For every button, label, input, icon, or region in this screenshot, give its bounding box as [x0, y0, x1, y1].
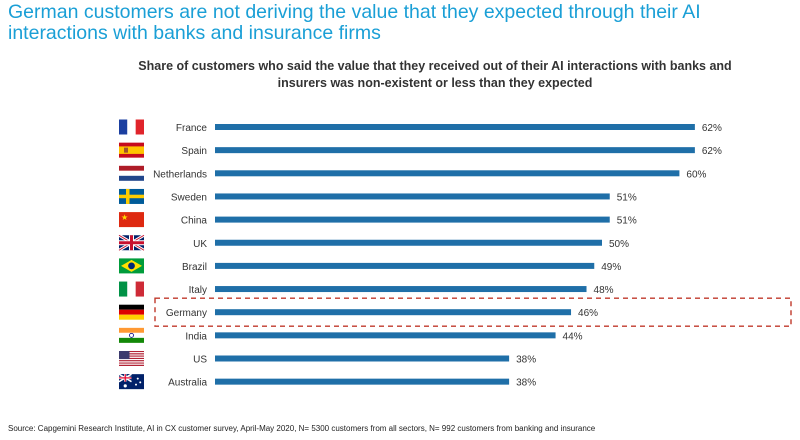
category-label-china: China [181, 216, 208, 227]
category-label-sweden: Sweden [171, 192, 207, 203]
bar-italy [215, 286, 587, 293]
bar-france [215, 124, 695, 130]
category-label-france: France [176, 123, 208, 134]
value-label-uk: 50% [609, 239, 629, 250]
bar-india [215, 332, 556, 339]
value-label-brazil: 49% [601, 262, 621, 273]
category-label-us: US [193, 355, 207, 366]
netherlands-flag-icon [119, 165, 144, 181]
category-label-italy: Italy [189, 285, 207, 296]
bar-sweden [215, 193, 610, 200]
category-label-germany: Germany [166, 308, 207, 319]
value-label-france: 62% [702, 123, 722, 134]
category-label-australia: Australia [168, 378, 207, 389]
page-headline: German customers are not deriving the va… [8, 1, 701, 44]
uk-flag-icon [118, 233, 145, 252]
france-flag-icon [119, 119, 144, 135]
australia-flag-icon [118, 373, 144, 390]
bar-netherlands [215, 170, 680, 177]
bar-uk [215, 239, 602, 246]
bar-germany [215, 309, 572, 316]
us-flag-icon [119, 351, 144, 366]
value-label-sweden: 51% [617, 192, 637, 203]
bar-us [215, 355, 510, 362]
value-label-china: 51% [617, 216, 637, 227]
value-label-australia: 38% [516, 378, 536, 389]
italy-flag-icon [119, 281, 144, 297]
chart-title: Share of customers who said the value th… [138, 59, 732, 90]
value-label-italy: 48% [594, 285, 614, 296]
source-note: Source: Capgemini Research Institute, AI… [8, 424, 596, 433]
bar-brazil [215, 262, 595, 269]
svg-text:★: ★ [121, 213, 128, 222]
bar-australia [215, 378, 510, 385]
bar-china [215, 216, 610, 223]
value-label-germany: 46% [578, 308, 598, 319]
value-label-netherlands: 60% [686, 169, 706, 180]
category-label-spain: Spain [181, 146, 207, 157]
category-label-uk: UK [193, 239, 207, 250]
bar-spain [215, 147, 695, 154]
value-label-spain: 62% [702, 146, 722, 157]
highlight-box [154, 297, 792, 327]
germany-flag-icon [119, 304, 144, 320]
sweden-flag-icon [119, 188, 144, 204]
india-flag-icon [119, 327, 144, 343]
china-flag-icon: ★ [119, 212, 144, 228]
spain-flag-icon [119, 142, 144, 158]
brazil-flag-icon [119, 258, 144, 274]
bar-chart: France 62% Spain 62% Netherlands 60% Sweden 51%… [118, 119, 792, 390]
category-label-netherlands: Netherlands [153, 169, 207, 180]
category-label-brazil: Brazil [182, 262, 207, 273]
category-label-india: India [185, 331, 207, 342]
value-label-india: 44% [563, 331, 583, 342]
value-label-us: 38% [516, 355, 536, 366]
